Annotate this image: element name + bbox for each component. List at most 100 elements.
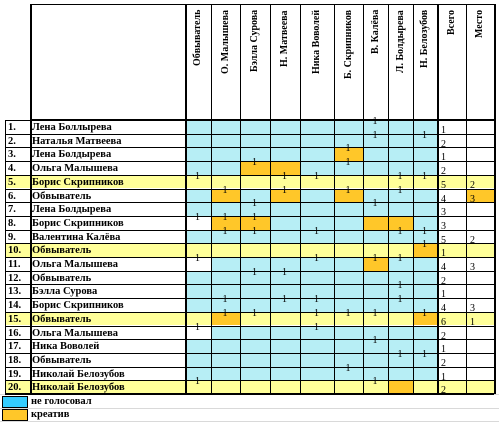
vote-cell-fill	[334, 147, 363, 162]
participant-name: Лена Боллырева	[32, 122, 112, 133]
vote-cell-fill	[211, 284, 240, 299]
participant-name: Ольга Малышева	[32, 163, 119, 175]
vote-cell-fill	[334, 352, 363, 367]
participant-name: Обвыватель	[32, 354, 92, 366]
vote-value: 1	[397, 280, 403, 292]
vote-value: 2	[441, 138, 446, 150]
row-divider	[5, 174, 494, 176]
vote-cell-fill	[240, 325, 270, 340]
vote-cell-fill	[211, 202, 240, 216]
column-divider	[466, 4, 467, 394]
vote-cell-fill	[413, 229, 437, 244]
vote-value: 1	[195, 253, 200, 264]
vote-cell-fill	[363, 284, 388, 299]
vote-cell-fill	[413, 161, 437, 175]
vote-cell-fill	[413, 339, 437, 353]
vote-cell-fill	[240, 298, 270, 312]
vote-value: 1	[195, 376, 200, 388]
vote-cell-fill	[211, 298, 240, 312]
row-number: 1.	[8, 122, 16, 133]
row-divider	[5, 243, 494, 245]
vote-cell-fill	[300, 133, 334, 148]
vote-cell-fill	[388, 215, 413, 230]
vote-cell-fill	[334, 284, 363, 299]
vote-value: 1	[422, 239, 427, 251]
vote-cell-fill	[334, 215, 363, 230]
row-number: 9.	[8, 231, 16, 243]
vote-cell-fill	[185, 352, 211, 367]
vote-cell-fill	[388, 133, 413, 148]
vote-cell-fill	[388, 257, 413, 271]
column-header: Б. Скрипников	[342, 10, 354, 79]
participant-name: Борис Скрипников	[32, 176, 124, 188]
legend-label: не голосовал	[31, 396, 92, 407]
vote-cell-fill	[363, 161, 388, 175]
vote-value: 1	[314, 321, 319, 333]
vote-value: 1	[195, 321, 200, 333]
vote-value: 5	[441, 234, 446, 246]
vote-value: 1	[282, 170, 287, 182]
vote-value: 6	[441, 316, 446, 328]
vote-cell-fill	[185, 270, 211, 285]
vote-value: 1	[314, 307, 319, 319]
column-divider	[30, 4, 32, 394]
vote-cell-fill	[334, 133, 363, 148]
vote-value: 1	[345, 143, 351, 155]
vote-value: 1	[422, 129, 427, 141]
vote-cell-fill	[334, 339, 363, 353]
vote-cell-fill	[363, 325, 388, 340]
participant-name: Валентина Калёва	[32, 231, 121, 243]
vote-value: 1	[422, 307, 427, 319]
row-number: 19.	[8, 368, 22, 380]
vote-value: 2	[441, 357, 446, 369]
vote-value: 1	[222, 225, 228, 237]
vote-cell-fill	[334, 257, 363, 271]
row-divider	[5, 133, 494, 135]
vote-value: 4	[441, 303, 446, 315]
vote-cell-fill	[270, 202, 300, 216]
vote-cell-fill	[270, 298, 300, 312]
participant-name: Обвыватель	[32, 272, 92, 284]
column-divider	[211, 4, 212, 394]
vote-value: 1	[372, 335, 378, 347]
vote-value: 1	[314, 294, 319, 306]
vote-cell-fill	[185, 298, 211, 312]
vote-cell-fill	[240, 133, 270, 148]
vote-cell-fill	[413, 325, 437, 340]
vote-cell-fill	[300, 161, 334, 175]
vote-cell-fill	[413, 366, 437, 381]
vote-cell-fill	[300, 215, 334, 230]
vote-cell-fill	[413, 215, 437, 230]
vote-cell-fill	[388, 202, 413, 216]
vote-cell-fill	[300, 298, 334, 312]
vote-cell-fill	[211, 133, 240, 148]
column-divider	[300, 4, 301, 394]
vote-value: 1	[195, 211, 200, 223]
column-header: Ника Воволей	[311, 10, 322, 75]
vote-value: 1	[441, 125, 446, 136]
vote-cell-fill	[270, 339, 300, 353]
vote-value: 1	[252, 266, 257, 278]
vote-cell-fill	[185, 284, 211, 299]
row-divider	[5, 147, 494, 149]
row-number: 17.	[8, 341, 22, 353]
legend-swatch	[2, 409, 28, 421]
vote-value: 2	[470, 179, 475, 191]
row-divider	[5, 325, 494, 327]
vote-value: 2	[441, 330, 446, 342]
vote-cell-fill	[211, 352, 240, 367]
vote-cell-fill	[300, 339, 334, 353]
vote-value: 1	[441, 248, 446, 260]
vote-cell-fill	[388, 188, 413, 203]
table-bottom-border	[5, 393, 494, 395]
row-divider	[5, 311, 494, 313]
vote-cell-fill	[363, 257, 388, 271]
vote-cell-fill	[211, 161, 240, 175]
row-number: 14.	[8, 300, 22, 312]
vote-cell-fill	[211, 311, 240, 326]
vote-cell-fill	[240, 284, 270, 299]
row-divider	[5, 161, 494, 163]
vote-cell-fill	[240, 147, 270, 162]
vote-cell-fill	[413, 120, 437, 134]
